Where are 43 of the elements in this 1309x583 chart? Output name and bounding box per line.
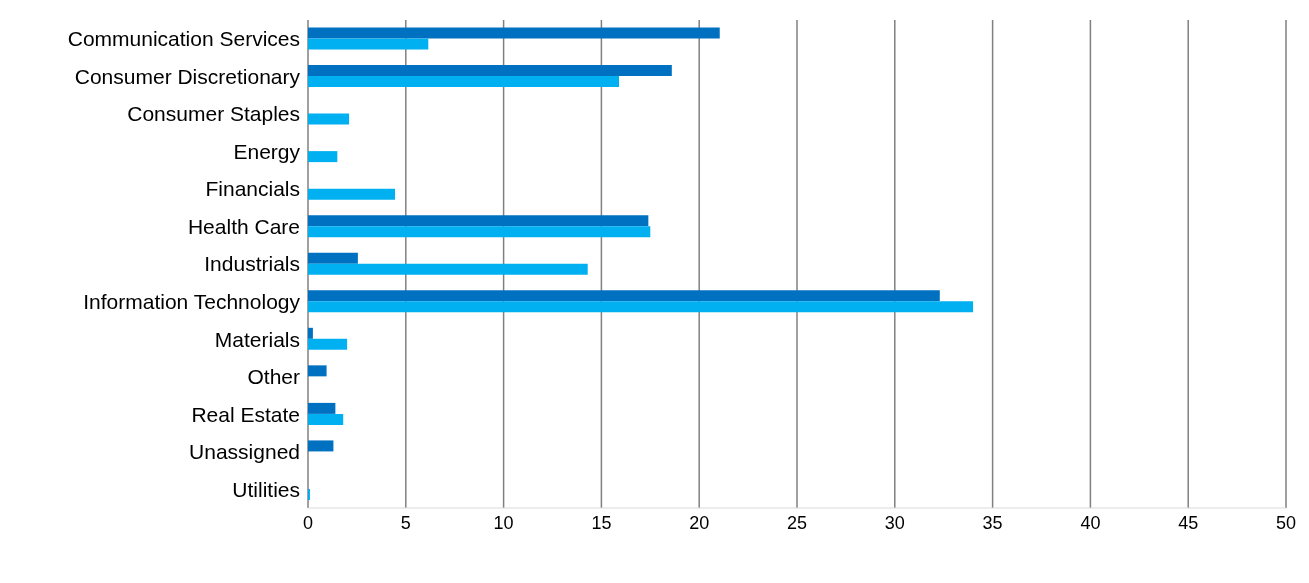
y-tick-label: Other (247, 365, 300, 389)
y-tick-label: Information Technology (83, 289, 301, 313)
y-tick-label: Unassigned (189, 440, 300, 464)
x-tick-label: 45 (1178, 512, 1199, 533)
bar (308, 113, 350, 125)
y-tick-label: Utilities (232, 477, 300, 501)
x-tick-label: 40 (1080, 512, 1101, 533)
y-tick-label: Real Estate (191, 402, 300, 426)
bar (308, 402, 336, 414)
bar (308, 413, 344, 425)
y-tick-label: Health Care (187, 214, 300, 238)
x-tick-label: 35 (982, 512, 1003, 533)
y-tick-label: Consumer Staples (127, 102, 300, 126)
y-tick-label: Materials (214, 327, 300, 351)
y-tick-label: Industrials (204, 252, 300, 276)
bar (308, 215, 649, 227)
x-tick-label: 50 (1275, 512, 1297, 533)
bar (308, 301, 974, 313)
bar (308, 440, 334, 452)
x-tick-label: 25 (786, 512, 808, 533)
y-tick-label: Energy (233, 139, 301, 163)
x-tick-label: 30 (884, 512, 905, 533)
y-tick-label: Financials (205, 177, 300, 201)
x-tick-label: 5 (400, 512, 411, 533)
bar (308, 226, 651, 238)
bar (308, 27, 720, 39)
bar (308, 263, 588, 275)
bar (308, 290, 940, 302)
x-tick-label: 15 (591, 512, 612, 533)
bar (308, 338, 348, 350)
x-tick-label: 0 (302, 512, 314, 533)
bar (308, 65, 672, 77)
bar (308, 151, 338, 163)
y-tick-label: Consumer Discretionary (74, 64, 301, 88)
bar (308, 365, 327, 377)
x-tick-label: 10 (493, 512, 514, 533)
y-tick-label: Communication Services (67, 27, 300, 51)
bar (308, 188, 396, 200)
bar (308, 38, 429, 50)
bar (308, 76, 619, 88)
x-tick-label: 20 (689, 512, 710, 533)
bar (308, 327, 313, 339)
bar (308, 252, 358, 264)
